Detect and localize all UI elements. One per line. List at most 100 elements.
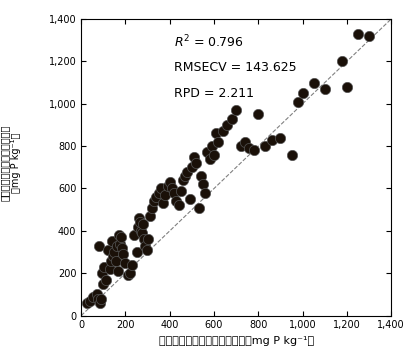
Point <box>114 268 121 274</box>
Point <box>101 264 108 270</box>
Point <box>208 143 215 149</box>
Point <box>102 277 109 282</box>
Point <box>107 266 113 272</box>
Point <box>119 245 126 251</box>
Point <box>191 154 197 160</box>
Point <box>135 215 142 221</box>
Point <box>153 194 160 200</box>
Point <box>109 239 116 244</box>
Point <box>215 139 222 145</box>
Text: $R^2$ = 0.796: $R^2$ = 0.796 <box>174 34 244 51</box>
Point <box>111 249 118 255</box>
Point <box>175 203 182 208</box>
Point <box>171 190 178 196</box>
Point <box>112 258 119 264</box>
X-axis label: 酸性シュウ酸塩抜出リン含量（mg P kg⁻¹）: 酸性シュウ酸塩抜出リン含量（mg P kg⁻¹） <box>159 336 314 346</box>
Text: RMSECV = 143.625: RMSECV = 143.625 <box>174 61 297 74</box>
Point <box>206 156 213 162</box>
Point <box>251 147 257 153</box>
Point <box>84 300 90 306</box>
Point <box>184 169 191 174</box>
Point <box>141 236 148 242</box>
Point <box>195 205 202 210</box>
Point <box>122 260 129 265</box>
Point <box>354 31 361 37</box>
Point <box>246 145 253 151</box>
Point <box>110 253 117 259</box>
Point <box>118 234 124 240</box>
Point <box>213 131 220 136</box>
Point <box>98 296 105 301</box>
Point <box>158 186 164 191</box>
Point <box>116 232 122 238</box>
Point <box>117 241 123 247</box>
Point <box>134 224 141 230</box>
Point <box>344 84 350 90</box>
Point <box>126 270 133 276</box>
Point <box>155 190 162 196</box>
Point <box>180 177 186 183</box>
Point <box>277 135 284 140</box>
Point <box>142 243 149 249</box>
Point <box>200 181 206 187</box>
Point <box>220 129 226 134</box>
Point <box>149 205 155 210</box>
Point <box>310 80 317 86</box>
Point <box>108 258 115 264</box>
Point <box>136 219 143 225</box>
Point <box>268 137 275 143</box>
Point <box>138 228 144 234</box>
Point <box>139 230 145 236</box>
Point <box>197 173 204 179</box>
Point <box>182 173 189 179</box>
Point <box>90 293 97 299</box>
Point <box>186 196 193 202</box>
Point <box>93 292 100 297</box>
Point <box>288 152 295 157</box>
Point <box>129 262 136 268</box>
Point <box>295 99 302 104</box>
Point <box>233 107 239 113</box>
Point <box>178 188 184 193</box>
Point <box>140 222 147 227</box>
Point <box>204 149 211 155</box>
Point <box>105 247 111 253</box>
Point <box>131 232 138 238</box>
Point <box>228 116 235 121</box>
Point <box>87 298 93 304</box>
Point <box>168 186 175 191</box>
Point <box>113 243 120 249</box>
Point <box>164 183 171 189</box>
Point <box>193 160 199 166</box>
Point <box>224 122 231 128</box>
Point <box>299 90 306 96</box>
Point <box>241 139 248 145</box>
Point <box>339 58 346 64</box>
Point <box>202 190 209 196</box>
Point <box>151 198 158 204</box>
Point <box>366 33 373 39</box>
Point <box>100 281 107 287</box>
Point <box>173 198 180 204</box>
Text: PLSモデルから推定した
酸性シュウ酸塩抜出リン含量
（mg P kg⁻¹）: PLSモデルから推定した 酸性シュウ酸塩抜出リン含量 （mg P kg⁻¹） <box>0 124 21 201</box>
Point <box>211 152 218 157</box>
Text: RPD = 2.211: RPD = 2.211 <box>174 87 254 100</box>
Point <box>237 143 244 149</box>
Point <box>133 249 140 255</box>
Point <box>147 213 153 219</box>
Point <box>255 112 262 117</box>
Point <box>162 192 169 198</box>
Point <box>144 236 151 242</box>
Point <box>97 300 103 306</box>
Point <box>99 270 105 276</box>
Point <box>262 143 268 149</box>
Point <box>94 296 101 301</box>
Point <box>189 164 195 170</box>
Point <box>96 243 102 249</box>
Point <box>160 200 166 206</box>
Point <box>143 247 150 253</box>
Point <box>166 179 173 185</box>
Point <box>120 251 127 257</box>
Point <box>321 86 328 92</box>
Point <box>124 273 131 278</box>
